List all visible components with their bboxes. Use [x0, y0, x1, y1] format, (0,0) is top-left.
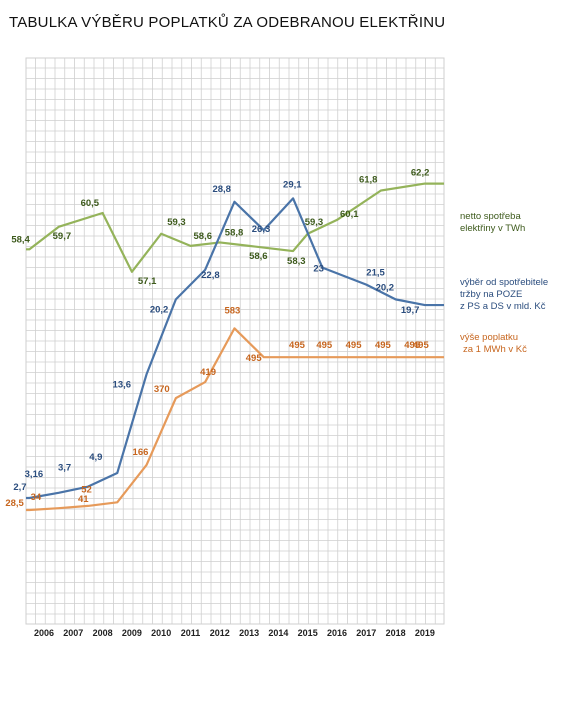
x-tick-label: 2010: [151, 628, 171, 638]
data-labels: 58,4 59,7 60,5 57,1 59,3 58,6 58,8 58,6 58,3 59,3…: [5, 168, 429, 509]
x-tick-label: 2014: [268, 628, 288, 638]
x-tick-label: 2016: [327, 628, 347, 638]
legend-entry-green: netto spotřeba: [460, 211, 521, 222]
data-label-green: 59,7: [53, 231, 72, 242]
x-axis-ticks: 2006 2007 2008 2009 2010 2011 2012 2013 2014 2015…: [34, 628, 435, 638]
data-label-blue: 22,8: [201, 270, 220, 281]
data-label-green: 62,2: [411, 168, 430, 179]
series-lines: [26, 182, 444, 512]
data-label-blue: 20,2: [376, 282, 395, 293]
data-label-green: 60,1: [340, 209, 359, 220]
chart-title: TABULKA VÝBĚRU POPLATKŮ ZA ODEBRANOU ELE…: [9, 14, 446, 31]
x-tick-label: 2007: [63, 628, 83, 638]
legend-entry-blue: výběr od spotřebitele: [460, 277, 548, 288]
data-label-green: 58,8: [225, 227, 244, 238]
data-label-blue: 23: [313, 264, 324, 275]
x-tick-label: 2018: [386, 628, 406, 638]
data-label-green: 58,6: [194, 231, 213, 242]
data-label-green: 59,3: [167, 217, 186, 228]
legend-entry-orange: výše poplatku: [460, 332, 518, 343]
data-label-orange: 495: [413, 340, 430, 351]
data-label-orange: 34: [31, 492, 42, 503]
data-label-orange: 166: [133, 447, 149, 458]
series-line-green: [26, 182, 444, 273]
data-label-orange: 41: [78, 494, 89, 505]
data-label-orange: 495: [346, 340, 363, 351]
legend-entry-orange: za 1 MWh v Kč: [463, 344, 527, 355]
data-label-blue: 26,3: [252, 224, 271, 235]
series-line-blue: [26, 197, 444, 500]
x-tick-label: 2017: [356, 628, 376, 638]
data-label-orange: 52: [81, 484, 92, 495]
data-label-blue: 13,6: [113, 379, 132, 390]
data-label-green: 58,4: [11, 234, 30, 245]
data-label-orange: 495: [404, 340, 421, 351]
data-label-orange: 370: [154, 384, 170, 395]
data-label-orange: 28,5: [5, 498, 24, 509]
legend-entry-blue: tržby na POZE: [460, 289, 522, 300]
x-tick-label: 2012: [210, 628, 230, 638]
x-tick-label: 2009: [122, 628, 142, 638]
data-label-orange: 495: [316, 340, 333, 351]
legend-entry-green: elektřiny v TWh: [460, 223, 525, 234]
data-label-blue: 3,16: [25, 469, 44, 480]
data-label-orange: 495: [289, 340, 306, 351]
data-label-green: 57,1: [138, 276, 157, 287]
data-label-blue: 19,7: [401, 305, 420, 316]
data-label-blue: 3,7: [58, 463, 71, 474]
data-label-green: 58,3: [287, 256, 306, 267]
data-label-green: 59,3: [305, 217, 324, 228]
x-tick-label: 2006: [34, 628, 54, 638]
x-tick-label: 2011: [181, 628, 201, 638]
data-label-blue: 21,5: [366, 268, 385, 279]
x-tick-label: 2019: [415, 628, 435, 638]
data-label-orange: 495: [375, 340, 392, 351]
data-label-orange: 495: [246, 353, 263, 364]
x-tick-label: 2013: [239, 628, 259, 638]
data-label-blue: 29,1: [283, 179, 302, 190]
legend-entry-blue: z PS a DS v mld. Kč: [460, 301, 546, 312]
data-label-blue: 28,8: [212, 184, 231, 195]
x-tick-label: 2015: [298, 628, 318, 638]
data-label-blue: 4,9: [89, 452, 102, 463]
data-label-blue: 2,7: [13, 482, 26, 493]
data-label-green: 60,5: [81, 198, 100, 209]
data-label-orange: 583: [224, 305, 240, 316]
data-label-orange: 419: [200, 367, 216, 378]
data-label-green: 58,6: [249, 251, 268, 262]
series-line-orange: [26, 327, 444, 512]
data-label-blue: 20,2: [150, 304, 169, 315]
data-label-green: 61,8: [359, 175, 378, 186]
x-tick-label: 2008: [93, 628, 113, 638]
chart-grid: [25, 57, 445, 625]
